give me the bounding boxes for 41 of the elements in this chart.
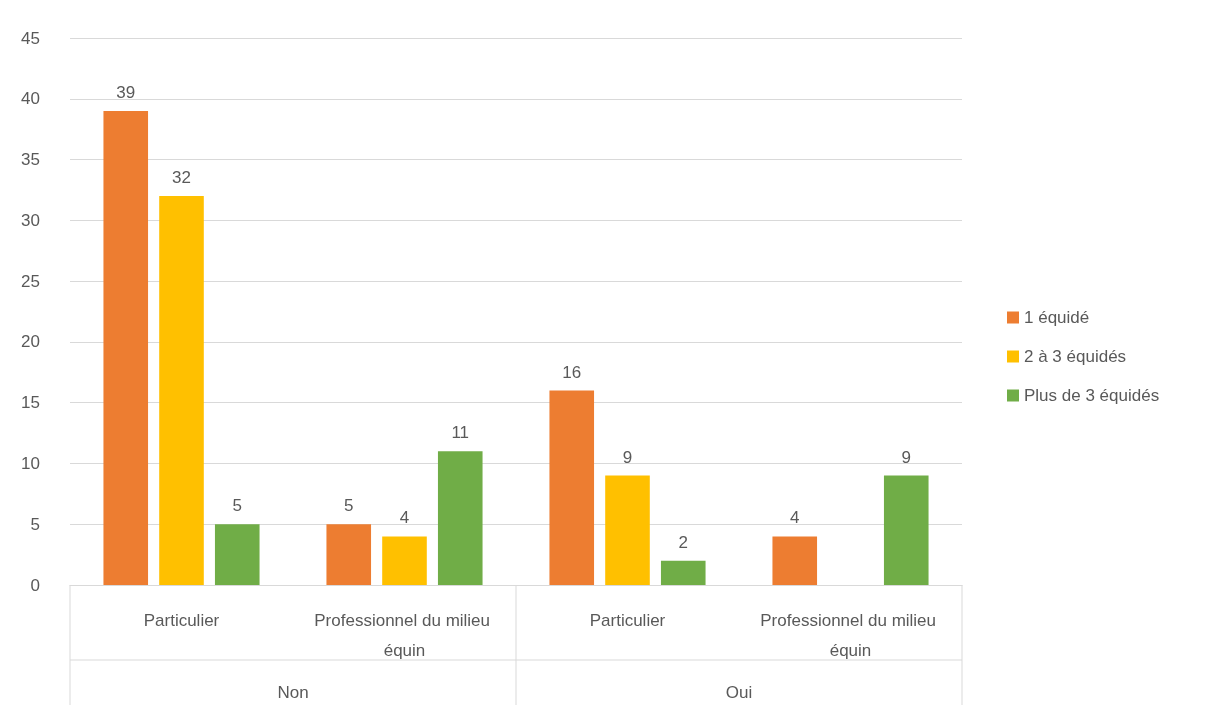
bar	[549, 390, 595, 585]
data-label: 11	[451, 423, 470, 443]
data-label: 5	[232, 496, 242, 516]
text: Non	[277, 682, 309, 702]
bar	[326, 524, 372, 585]
data-label: 39	[116, 82, 136, 102]
y-tick-label: 10	[21, 453, 40, 473]
data-label: 2	[678, 532, 688, 552]
x-tick-label: Professionnel du milieu équin	[760, 610, 941, 660]
y-tick-label: 0	[30, 575, 40, 595]
y-tick-label: 35	[21, 150, 40, 170]
text: Oui	[725, 682, 753, 702]
data-label: 32	[172, 168, 191, 188]
bar	[382, 536, 427, 585]
bar	[605, 475, 650, 585]
data-label: 4	[399, 508, 410, 528]
x-tick-label: Particulier	[589, 610, 666, 630]
data-label: 16	[562, 362, 582, 382]
y-tick-label: 45	[21, 28, 40, 48]
y-tick-label: 25	[21, 271, 40, 291]
data-label: 5	[344, 496, 354, 516]
data-label: 9	[622, 447, 633, 467]
data-label: 4	[790, 508, 800, 528]
y-tick-label: 15	[21, 393, 40, 413]
legend-label: 1 équidé	[1024, 308, 1090, 327]
x-tick-label: Particulier	[143, 610, 220, 630]
x-tick-label: Professionnel du milieu équin	[314, 610, 495, 660]
y-tick-label: 40	[21, 89, 40, 109]
legend-label: 2 à 3 équidés	[1024, 347, 1127, 366]
bar	[214, 524, 260, 585]
bar	[103, 110, 149, 585]
bar	[437, 451, 483, 585]
legend-label: Plus de 3 équidés	[1024, 386, 1160, 405]
y-tick-label: 30	[21, 210, 40, 230]
bar	[159, 196, 204, 585]
bar	[660, 560, 706, 585]
bar	[883, 475, 929, 585]
bar	[772, 536, 818, 585]
y-tick-label: 20	[21, 332, 40, 352]
y-tick-label: 5	[30, 514, 40, 534]
data-label: 9	[901, 447, 911, 467]
